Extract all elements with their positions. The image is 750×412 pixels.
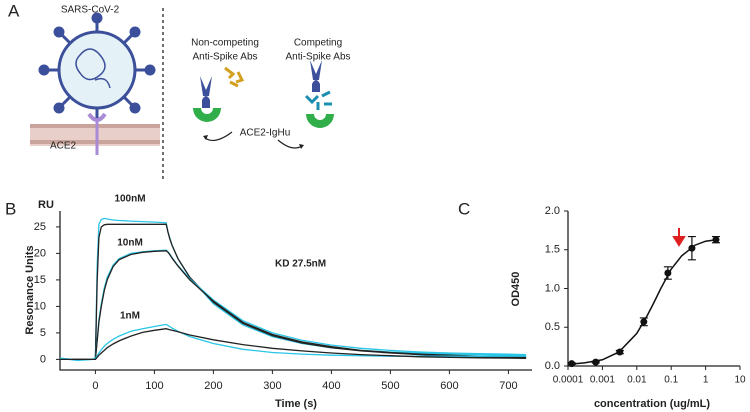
x-tick-label: 300	[263, 380, 281, 392]
y-tick-label: 5	[40, 327, 46, 339]
highlight-arrow	[672, 228, 686, 247]
arrowhead	[203, 135, 208, 140]
arrow	[277, 139, 303, 149]
x-tick-label: 600	[440, 380, 458, 392]
x-tick-label: 200	[204, 380, 222, 392]
sensorgram-line	[60, 250, 527, 361]
fusion-label: ACE2-IgHu	[240, 128, 291, 139]
y-tick-label: 10	[34, 300, 46, 312]
x-tick-label: 0.0001	[553, 375, 584, 386]
virus	[57, 30, 137, 110]
receptor-label: ACE2	[50, 141, 77, 152]
spike-protein	[200, 76, 212, 108]
rna	[75, 48, 111, 89]
x-axis-label: concentration (ug/mL)	[594, 398, 710, 410]
spike-protein	[310, 60, 322, 92]
data-point	[640, 318, 648, 326]
ace2-head	[87, 112, 107, 122]
ace2-ighu	[306, 114, 334, 128]
noncompeting-label: Non-competing	[191, 38, 259, 49]
data-point	[664, 269, 672, 277]
axis	[59, 211, 532, 371]
y-tick-label: 1.5	[545, 244, 560, 256]
antibody	[224, 66, 245, 88]
y-tick-label: 15	[34, 274, 46, 286]
y-tick-label: 0.0	[545, 360, 560, 372]
fit-curve	[567, 238, 717, 366]
y-tick-label: 2.0	[545, 205, 560, 217]
annotation: 100nM	[114, 194, 145, 205]
x-tick-label: 700	[499, 380, 517, 392]
membrane-edge	[30, 140, 160, 144]
panel-a: A SARS-CoV-2 ACE2 Non-competing Anti-Spi…	[8, 1, 351, 180]
x-tick-label: 0.01	[627, 375, 647, 386]
y-tick-label: 20	[34, 247, 46, 259]
arrow	[204, 131, 233, 142]
x-axis-label: Time (s)	[275, 398, 317, 410]
panel-label: C	[458, 199, 470, 218]
annotation: 10nM	[117, 238, 143, 249]
x-tick-label: 10	[734, 375, 746, 386]
y-axis-label: Resonance Units	[24, 245, 36, 334]
axis	[567, 211, 740, 367]
y-tick-label: 1.0	[545, 282, 560, 294]
noncompeting-label: Anti-Spike Abs	[192, 52, 257, 63]
data-point	[688, 244, 696, 252]
x-tick-label: 500	[381, 380, 399, 392]
y-axis-label: OD450	[510, 272, 522, 307]
x-tick-label: 1	[703, 375, 709, 386]
membrane-edge	[30, 124, 160, 128]
panel-label: B	[5, 199, 16, 218]
x-tick-label: 0.1	[664, 375, 678, 386]
competing-label: Competing	[294, 38, 342, 49]
y-tick-label: 25	[34, 221, 46, 233]
sensorgram-line	[60, 328, 527, 361]
annotation: KD 27.5nM	[275, 259, 326, 270]
arrowhead	[299, 144, 304, 149]
annotation: 1nM	[120, 311, 140, 322]
y-tick-label: 0.5	[545, 321, 560, 333]
panel-label: A	[8, 1, 20, 20]
competing-label: Anti-Spike Abs	[285, 52, 350, 63]
virus-label: SARS-CoV-2	[61, 5, 120, 16]
data-point	[592, 358, 600, 366]
data-point	[712, 236, 720, 244]
data-point	[568, 360, 576, 368]
x-tick-label: 400	[322, 380, 340, 392]
x-tick-label: 100	[145, 380, 163, 392]
data-point	[616, 348, 624, 356]
antibody	[304, 90, 332, 110]
unit-label: RU	[38, 199, 54, 211]
ace2-ighu	[193, 108, 221, 122]
y-tick-label: 0	[40, 353, 46, 365]
spikes	[38, 12, 156, 118]
x-tick-label: 0	[92, 380, 98, 392]
x-tick-label: 0.001	[590, 375, 615, 386]
